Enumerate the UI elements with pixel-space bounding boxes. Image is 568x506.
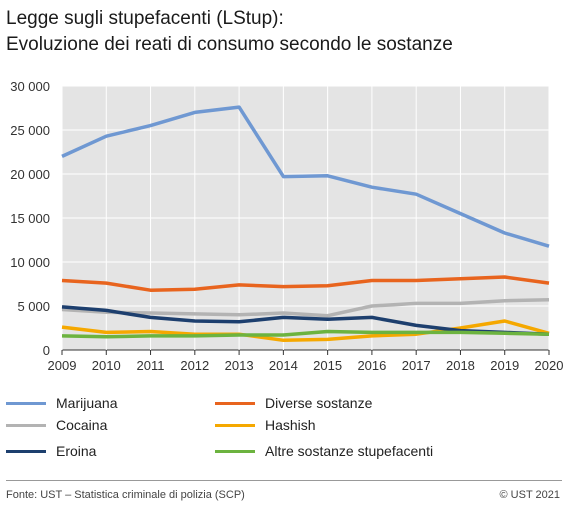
legend-label: Eroina [56,443,97,459]
chart-title-line-1: Legge sugli stupefacenti (LStup): [6,8,284,29]
legend-label: Marijuana [56,395,118,411]
x-tick-label: 2020 [535,358,564,373]
legend-swatch [6,401,46,405]
legend-swatch [6,423,46,427]
x-gridlines [61,86,550,355]
x-tick-label: 2013 [225,358,254,373]
x-tick-label: 2018 [446,358,475,373]
legend-swatch [6,449,46,453]
y-tick-label: 15 000 [10,211,50,226]
legend-item: Altre sostanze stupefacenti [215,441,433,461]
legend-item: Diverse sostanze [215,393,372,413]
legend-item: Hashish [215,415,316,435]
y-tick-label: 0 [43,343,50,358]
legend-item: Cocaina [6,415,107,435]
y-tick-label: 20 000 [10,167,50,182]
legend-swatch [215,449,255,453]
series-lines [61,105,550,343]
x-axis-tick-labels: 2009 2010 2011 2012 2013 2014 2015 2016 2017 2018… [48,358,564,373]
y-axis-tick-labels: 0 5 000 10 000 15 000 20 000 25 000 30 000 [10,79,50,358]
series-line-hashish [61,319,550,343]
y-tick-label: 5 000 [17,299,50,314]
x-tick-label: 2009 [48,358,77,373]
line-chart: 0 5 000 10 000 15 000 20 000 25 000 30 000 200… [10,79,564,373]
series-line-diverse-sostanze [61,275,550,292]
y-tick-label: 25 000 [10,123,50,138]
x-tick-label: 2016 [357,358,386,373]
legend-label: Hashish [265,417,316,433]
chart-title-line-2: Evoluzione dei reati di consumo secondo … [6,34,453,55]
legend-swatch [215,401,255,405]
x-tick-label: 2015 [313,358,342,373]
copyright-note: © UST 2021 [499,489,561,501]
x-tick-label: 2011 [137,358,165,373]
y-tick-label: 10 000 [10,255,50,270]
source-note: Fonte: UST – Statistica criminale di pol… [6,489,245,501]
x-tick-label: 2014 [269,358,298,373]
legend-item: Eroina [6,441,96,461]
series-line-cocaina [61,298,550,318]
x-tick-label: 2010 [92,358,121,373]
legend-label: Altre sostanze stupefacenti [265,443,434,459]
y-tick-label: 30 000 [10,79,50,94]
x-tick-label: 2012 [180,358,209,373]
legend-label: Diverse sostanze [265,395,373,411]
x-tick-label: 2019 [490,358,519,373]
x-tick-label: 2017 [402,358,431,373]
footer-divider [6,480,562,481]
chart-title: Legge sugli stupefacenti (LStup): Evoluz… [6,6,453,58]
legend-label: Cocaina [56,417,108,433]
series-line-marijuana [61,105,550,248]
series-line-altre-sostanze-stupefacenti [61,329,550,339]
legend-item: Marijuana [6,393,117,413]
legend-swatch [215,423,255,427]
